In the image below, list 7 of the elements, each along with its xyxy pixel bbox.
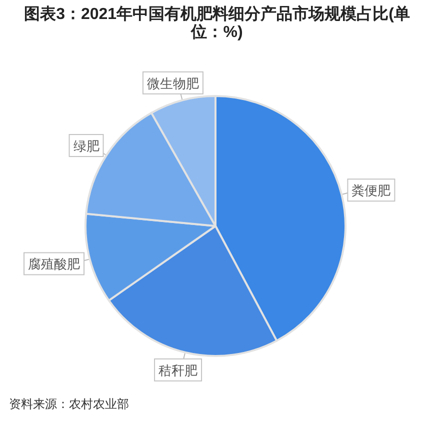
chart-title: 图表3：2021年中国有机肥料细分产品市场规模占比(单位：%)	[23, 6, 411, 42]
slice-label: 粪便肥	[352, 183, 391, 198]
slice-label: 腐殖酸肥	[28, 256, 80, 272]
slice-label: 绿肥	[73, 138, 100, 154]
text: 资料来源：农村农业部	[9, 396, 129, 413]
slice-label: 微生物肥	[146, 76, 199, 91]
slice-label: 秸秆肥	[158, 362, 198, 378]
